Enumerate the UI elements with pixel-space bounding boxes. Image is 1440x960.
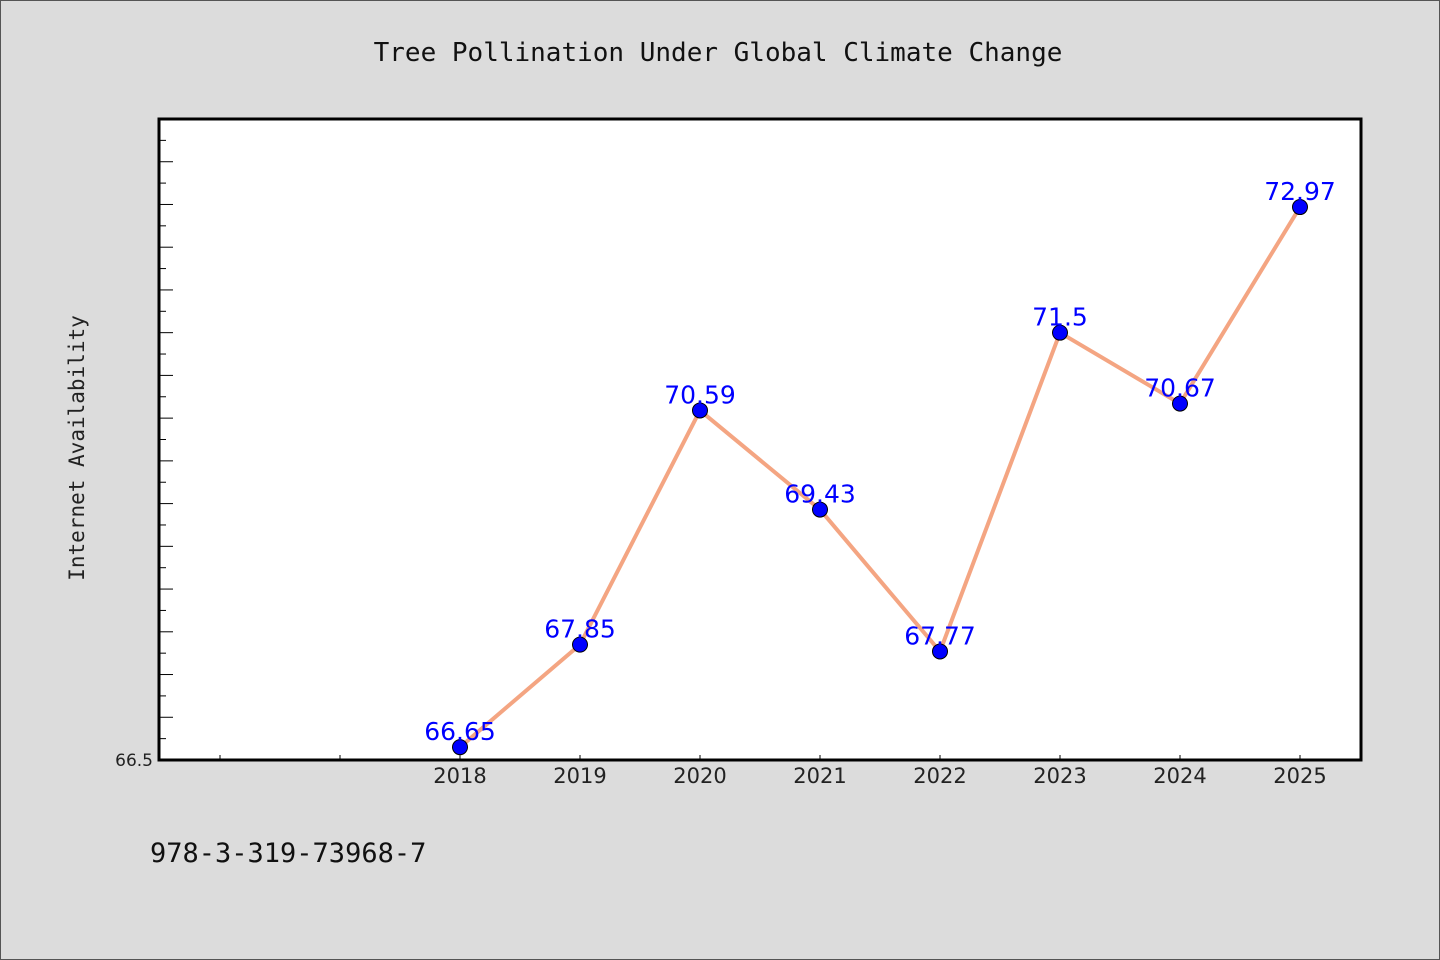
data-labels: 66.65 67.85 70.59 69.43 67.77 71.5 70.67 72.97	[424, 177, 1336, 746]
chart-title: Tree Pollination Under Global Climate Ch…	[374, 38, 1063, 68]
data-label: 67.77	[904, 621, 976, 650]
series-line-group	[458, 205, 1302, 750]
data-label: 67.85	[544, 615, 616, 644]
data-point-marker	[452, 739, 468, 756]
series-line	[458, 205, 1302, 750]
data-point-marker	[1292, 199, 1308, 216]
x-tick-label: 2020	[673, 764, 726, 788]
x-axis-ticks: 2018 2019 2020 2021 2022 2023 2024 2025	[219, 755, 1327, 788]
x-tick-label: 2021	[793, 764, 846, 788]
data-label: 72.97	[1264, 177, 1336, 206]
data-point-marker	[692, 402, 708, 419]
data-label: 70.67	[1144, 374, 1216, 403]
data-point-marker	[1052, 324, 1068, 341]
data-point-marker	[932, 643, 948, 660]
y-axis-ticks: 66.5	[115, 118, 173, 771]
x-tick-label: 2022	[913, 764, 966, 788]
data-label: 69.43	[784, 480, 856, 509]
series-markers	[452, 199, 1308, 756]
data-point-marker	[812, 501, 828, 518]
x-tick-label: 2018	[433, 764, 486, 788]
data-point-marker	[572, 636, 588, 653]
x-tick-label: 2025	[1273, 764, 1326, 788]
plot-area	[157, 117, 1363, 762]
y-tick-label: 66.5	[115, 751, 153, 771]
data-label: 66.65	[424, 717, 496, 746]
footnote-isbn: 978-3-319-73968-7	[150, 838, 426, 869]
data-point-marker	[1172, 395, 1188, 412]
x-tick-label: 2024	[1153, 764, 1206, 788]
y-axis-label: Internet Availability	[65, 315, 89, 581]
x-tick-label: 2023	[1033, 764, 1086, 788]
data-label: 70.59	[664, 380, 736, 409]
data-label: 71.5	[1032, 303, 1088, 332]
x-tick-label: 2019	[553, 764, 606, 788]
